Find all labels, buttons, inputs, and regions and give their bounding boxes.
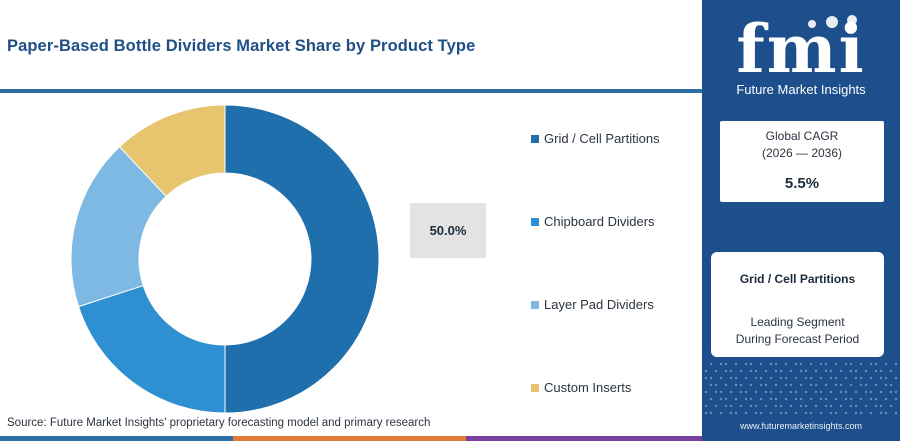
donut-slice-chipboard-dividers bbox=[77, 284, 226, 414]
cagr-value: 5.5% bbox=[784, 175, 820, 192]
chart-title: Paper-Based Bottle Dividers Market Share… bbox=[7, 37, 476, 55]
leading-share-label: 50.0% bbox=[410, 203, 486, 258]
cagr-label: Global CAGR bbox=[765, 129, 839, 143]
leading-share-value: 50.0% bbox=[429, 223, 467, 238]
legend-swatch bbox=[531, 383, 539, 392]
fmi-logo: fmi Future Market Insights bbox=[736, 10, 866, 97]
title-divider bbox=[0, 89, 702, 93]
info-sidebar: fmi Future Market Insights Global CAGR (… bbox=[702, 0, 900, 441]
legend-label: Grid / Cell Partitions bbox=[544, 131, 660, 146]
leading-segment-card: Grid / Cell Partitions Leading Segment D… bbox=[711, 252, 884, 357]
donut-slice-custom-inserts bbox=[118, 104, 226, 198]
bottom-bar-orange bbox=[233, 436, 466, 441]
cagr-card: Global CAGR (2026 — 2036) 5.5% bbox=[720, 121, 884, 202]
legend-label: Layer Pad Dividers bbox=[544, 297, 654, 312]
decorative-dot-map bbox=[704, 362, 900, 415]
legend-item: Chipboard Dividers bbox=[531, 214, 655, 229]
chart-panel: Paper-Based Bottle Dividers Market Share… bbox=[0, 37, 702, 441]
source-note: Source: Future Market Insights' propriet… bbox=[7, 417, 431, 429]
legend-item: Grid / Cell Partitions bbox=[531, 131, 660, 146]
cagr-period: (2026 — 2036) bbox=[761, 146, 843, 160]
legend-item: Layer Pad Dividers bbox=[531, 297, 654, 312]
legend-item: Custom Inserts bbox=[531, 380, 631, 395]
website-url: www.futuremarketinsights.com bbox=[739, 421, 863, 431]
legend-swatch bbox=[531, 217, 539, 226]
leading-segment-desc-line1: Leading Segment bbox=[750, 315, 845, 329]
bottom-bar-blue bbox=[0, 436, 233, 441]
svg-text:fmi: fmi bbox=[736, 10, 865, 88]
donut-chart bbox=[70, 104, 380, 414]
leading-segment-name: Grid / Cell Partitions bbox=[739, 272, 856, 286]
legend-swatch bbox=[531, 300, 539, 309]
leading-segment-desc-line2: During Forecast Period bbox=[735, 332, 860, 346]
legend-label: Custom Inserts bbox=[544, 380, 632, 395]
bottom-bar-purple bbox=[466, 436, 702, 441]
legend-swatch bbox=[531, 134, 539, 143]
logo-globe-icon bbox=[826, 16, 838, 28]
legend-label: Chipboard Dividers bbox=[544, 214, 655, 229]
logo-company-name: Future Market Insights bbox=[736, 82, 866, 97]
donut-slice-grid-cell-partitions bbox=[224, 104, 380, 414]
